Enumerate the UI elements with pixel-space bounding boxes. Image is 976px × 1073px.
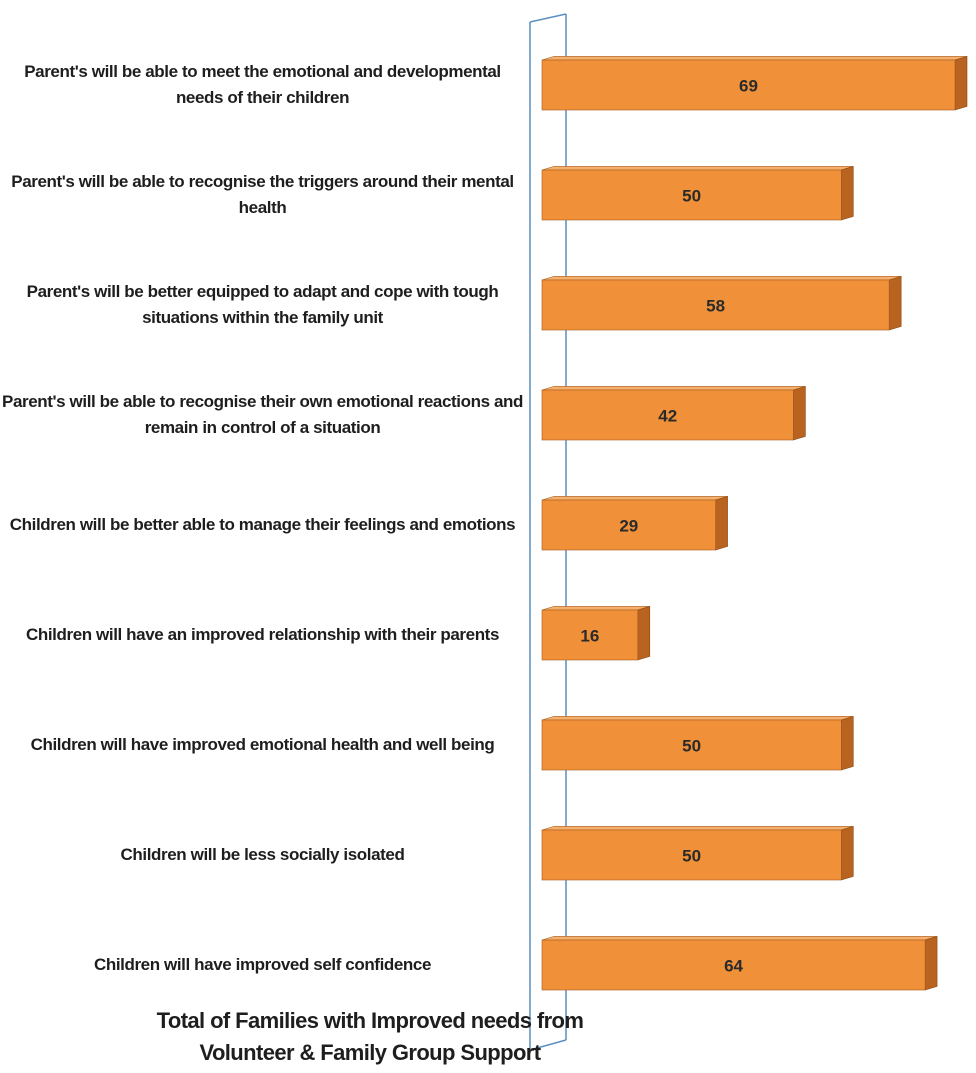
bar-top <box>541 166 854 171</box>
bar <box>541 939 926 991</box>
category-label: Parent's will be able to recognise the t… <box>11 172 514 217</box>
bar-top <box>541 56 968 61</box>
chart-title: Total of Families with Improved needs fr… <box>156 1008 584 1065</box>
value-label: 69 <box>739 76 758 95</box>
value-label: 58 <box>706 296 725 315</box>
value-label: 50 <box>682 186 701 205</box>
bar-side <box>840 825 854 881</box>
category-label: Children will be better able to manage t… <box>9 515 516 534</box>
bar-side <box>793 385 806 441</box>
bar <box>541 59 956 111</box>
category-label: Parent's will be able to meet the emotio… <box>24 62 501 107</box>
bar <box>541 279 890 331</box>
bar-side <box>715 495 728 551</box>
category-label: Children will be less socially isolated <box>120 845 405 864</box>
bar-top <box>541 936 938 941</box>
category-label: Parent's will be able to recognise their… <box>2 392 523 437</box>
value-label: 50 <box>682 736 701 755</box>
value-label: 42 <box>658 406 677 425</box>
bar <box>541 499 716 551</box>
bar-side <box>637 605 651 661</box>
bar <box>541 169 842 221</box>
category-label: Children will have improved self confide… <box>93 955 432 974</box>
bar-side <box>840 165 854 221</box>
bar <box>541 609 639 661</box>
bar <box>541 389 794 441</box>
bar-side <box>840 715 854 771</box>
value-label: 64 <box>724 956 743 975</box>
category-label: Parent's will be better equipped to adap… <box>26 282 499 327</box>
value-label: 29 <box>619 516 638 535</box>
axis-wall <box>529 13 567 23</box>
bar-top <box>541 496 728 501</box>
bar-side <box>888 275 902 331</box>
category-label: Children will have an improved relations… <box>25 625 499 644</box>
bar-top <box>541 606 650 611</box>
bar <box>541 719 842 771</box>
axis-wall <box>529 1039 567 1051</box>
value-label: 50 <box>682 846 701 865</box>
bar-side <box>954 55 968 111</box>
bar-top <box>541 386 806 391</box>
bar-top <box>541 826 854 831</box>
value-label: 16 <box>580 626 599 645</box>
bar <box>541 829 842 881</box>
bar-top <box>541 276 902 281</box>
category-label: Children will have improved emotional he… <box>30 735 495 754</box>
bar-side <box>924 935 938 991</box>
bar-top <box>541 716 854 721</box>
